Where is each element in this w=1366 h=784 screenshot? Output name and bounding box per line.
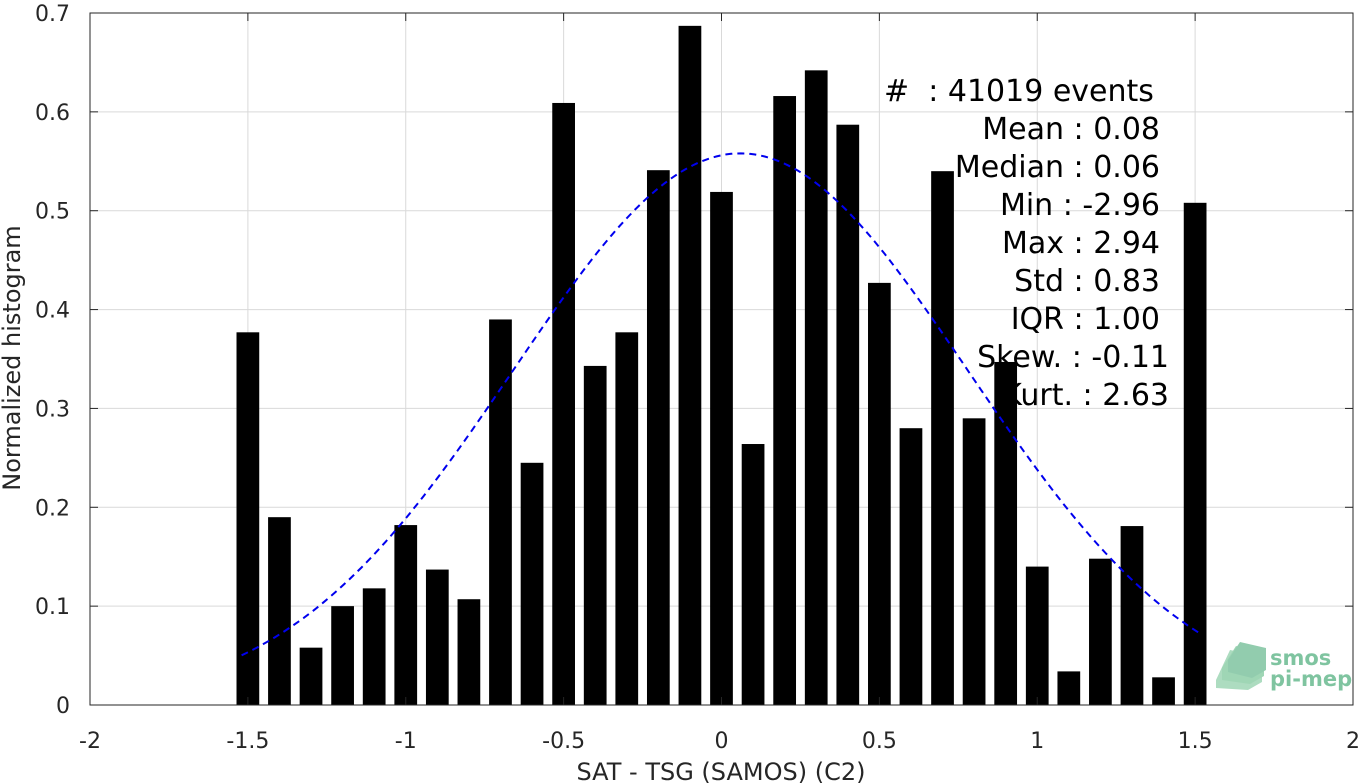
histogram-bar	[489, 319, 512, 705]
x-tick-label: -2	[79, 729, 101, 754]
x-tick-label: -0.5	[542, 729, 585, 754]
histogram-bar	[299, 647, 323, 705]
histogram-bar	[425, 569, 449, 705]
histogram-bar	[331, 606, 354, 705]
stat-skew: Skew. : -0.11	[977, 340, 1169, 375]
histogram-bar	[362, 588, 386, 705]
y-tick-label: 0	[56, 694, 70, 719]
histogram-bar	[773, 96, 797, 706]
histogram-bar	[1057, 671, 1081, 705]
histogram-bar	[741, 444, 765, 705]
histogram-bar	[899, 428, 923, 705]
histogram-bar	[583, 365, 607, 705]
histogram-bar	[868, 282, 891, 705]
histogram-bars	[236, 25, 1207, 706]
y-tick-label: 0.3	[35, 397, 70, 422]
histogram-bar	[646, 170, 670, 705]
x-tick-label: 0	[715, 729, 729, 754]
stats-annotation: # : 41019 events Mean : 0.08 Median : 0.…	[884, 74, 1169, 413]
histogram-bar	[1152, 677, 1175, 705]
stat-iqr: IQR : 1.00	[1011, 302, 1160, 337]
axes-frame	[89, 12, 1354, 706]
histogram-bar	[1183, 202, 1207, 705]
histogram-bar	[552, 102, 575, 705]
x-tick-label: 1.5	[1178, 729, 1213, 754]
histogram-bar	[457, 599, 481, 705]
histogram-bar	[962, 418, 986, 705]
histogram-bar	[678, 25, 702, 705]
x-tick-label: -1	[395, 729, 417, 754]
histogram-bar	[268, 517, 291, 705]
histogram-bar	[710, 191, 733, 706]
y-tick-label: 0.4	[35, 299, 70, 324]
logo-text-smos: smos	[1270, 646, 1331, 670]
x-tick-label: 1	[1030, 729, 1044, 754]
x-tick-label: 0.5	[862, 729, 897, 754]
histogram-bar	[836, 124, 860, 706]
gaussian-fit-curve	[241, 152, 1202, 657]
y-tick-label: 0.6	[35, 101, 70, 126]
stat-median: Median : 0.06	[955, 150, 1160, 185]
y-tick-labels: 0 0.1 0.2 0.3 0.4 0.5 0.6 0.7	[35, 2, 70, 719]
logo-text-pi-mep: pi-mep	[1270, 667, 1352, 691]
histogram-bar	[520, 462, 544, 705]
x-axis-label: SAT - TSG (SAMOS) (C2)	[577, 758, 866, 784]
histogram-bar	[994, 361, 1018, 705]
stat-std: Std : 0.83	[1014, 264, 1160, 299]
y-tick-label: 0.7	[35, 2, 70, 27]
histogram-bar	[394, 525, 418, 705]
histogram-bar	[236, 332, 260, 705]
y-tick-label: 0.2	[35, 496, 70, 521]
stat-mean: Mean : 0.08	[982, 112, 1160, 147]
histogram-bar	[804, 70, 828, 705]
y-axis-label: Normalized histogram	[0, 225, 26, 490]
stat-count: # : 41019 events	[884, 74, 1154, 109]
x-tick-label: -1.5	[226, 729, 269, 754]
logo-wave-icon	[1216, 642, 1266, 690]
histogram-bar	[1120, 526, 1144, 705]
y-tick-label: 0.1	[35, 595, 70, 620]
stat-kurt: Kurt. : 2.63	[1002, 378, 1169, 413]
histogram-bar	[931, 171, 954, 705]
histogram-bar	[1025, 566, 1049, 705]
x-tick-label: 2	[1346, 729, 1360, 754]
histogram-bar	[615, 332, 639, 705]
stat-max: Max : 2.94	[1002, 226, 1160, 261]
y-tick-label: 0.5	[35, 200, 70, 225]
smos-pi-mep-logo: smos pi-mep	[1216, 642, 1352, 691]
histogram-bar	[1089, 558, 1112, 705]
x-tick-labels: -2 -1.5 -1 -0.5 0 0.5 1 1.5 2	[79, 729, 1360, 754]
stat-min: Min : -2.96	[1000, 188, 1160, 223]
